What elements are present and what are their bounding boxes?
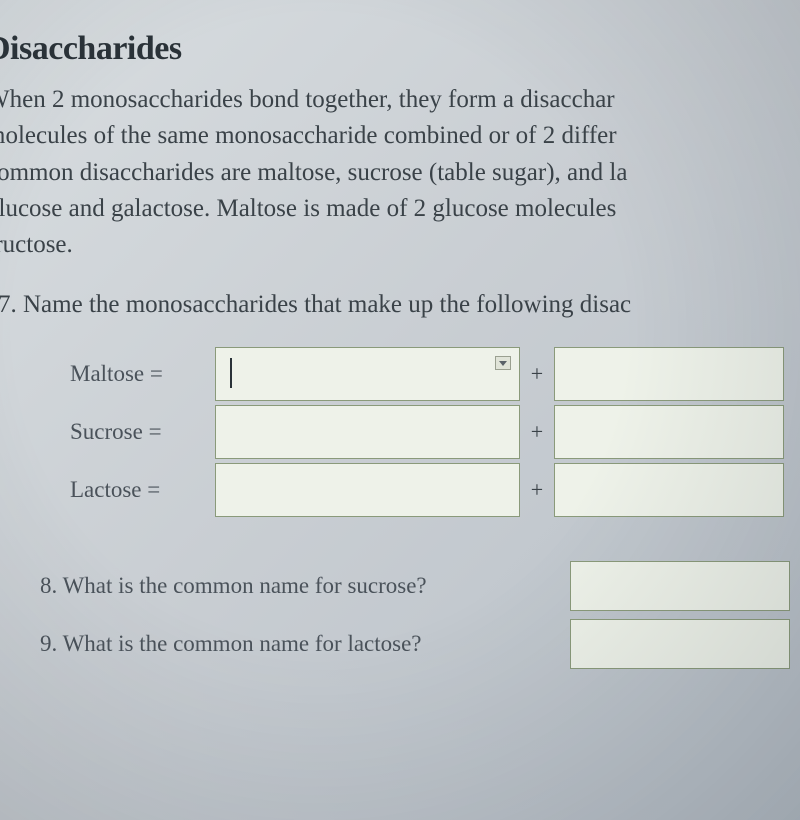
worksheet-page: Disaccharides When 2 monosaccharides bon… <box>0 0 800 669</box>
question-9-input[interactable] <box>570 619 790 669</box>
question-8-row: 8. What is the common name for sucrose? <box>40 561 800 611</box>
section-heading: Disaccharides <box>0 30 800 68</box>
question-8-input[interactable] <box>570 561 790 611</box>
sub-questions-block: 8. What is the common name for sucrose? … <box>40 561 800 669</box>
sucrose-input-1[interactable] <box>215 405 520 459</box>
plus-sign: + <box>520 361 554 387</box>
question-8-text: 8. What is the common name for sucrose? <box>40 573 570 599</box>
sucrose-input-2[interactable] <box>554 405 784 459</box>
question-9-text: 9. What is the common name for lactose? <box>40 631 570 657</box>
dropdown-icon[interactable] <box>495 356 511 370</box>
maltose-input-2[interactable] <box>554 347 784 401</box>
plus-sign: + <box>520 419 554 445</box>
question-9-row: 9. What is the common name for lactose? <box>40 619 800 669</box>
paragraph-line: glucose and galactose. Maltose is made o… <box>0 191 800 227</box>
paragraph-line: common disaccharides are maltose, sucros… <box>0 155 800 191</box>
paragraph-line: When 2 monosaccharides bond together, th… <box>0 82 800 118</box>
equation-row-maltose: Maltose = + <box>70 345 800 403</box>
lactose-input-2[interactable] <box>554 463 784 517</box>
plus-sign: + <box>520 477 554 503</box>
equation-row-sucrose: Sucrose = + <box>70 403 800 461</box>
paragraph-line: molecules of the same monosaccharide com… <box>0 118 800 154</box>
equation-label: Lactose = <box>70 477 215 503</box>
lactose-input-1[interactable] <box>215 463 520 517</box>
maltose-input-1[interactable] <box>215 347 520 401</box>
question-7-text: 7. Name the monosaccharides that make up… <box>0 291 800 319</box>
text-cursor <box>230 358 232 388</box>
equation-label: Maltose = <box>70 361 215 387</box>
equation-table: Maltose = + Sucrose = + Lactose = + <box>70 345 800 519</box>
intro-paragraph: When 2 monosaccharides bond together, th… <box>0 82 800 263</box>
paragraph-line: fructose. <box>0 227 800 263</box>
equation-label: Sucrose = <box>70 419 215 445</box>
equation-row-lactose: Lactose = + <box>70 461 800 519</box>
